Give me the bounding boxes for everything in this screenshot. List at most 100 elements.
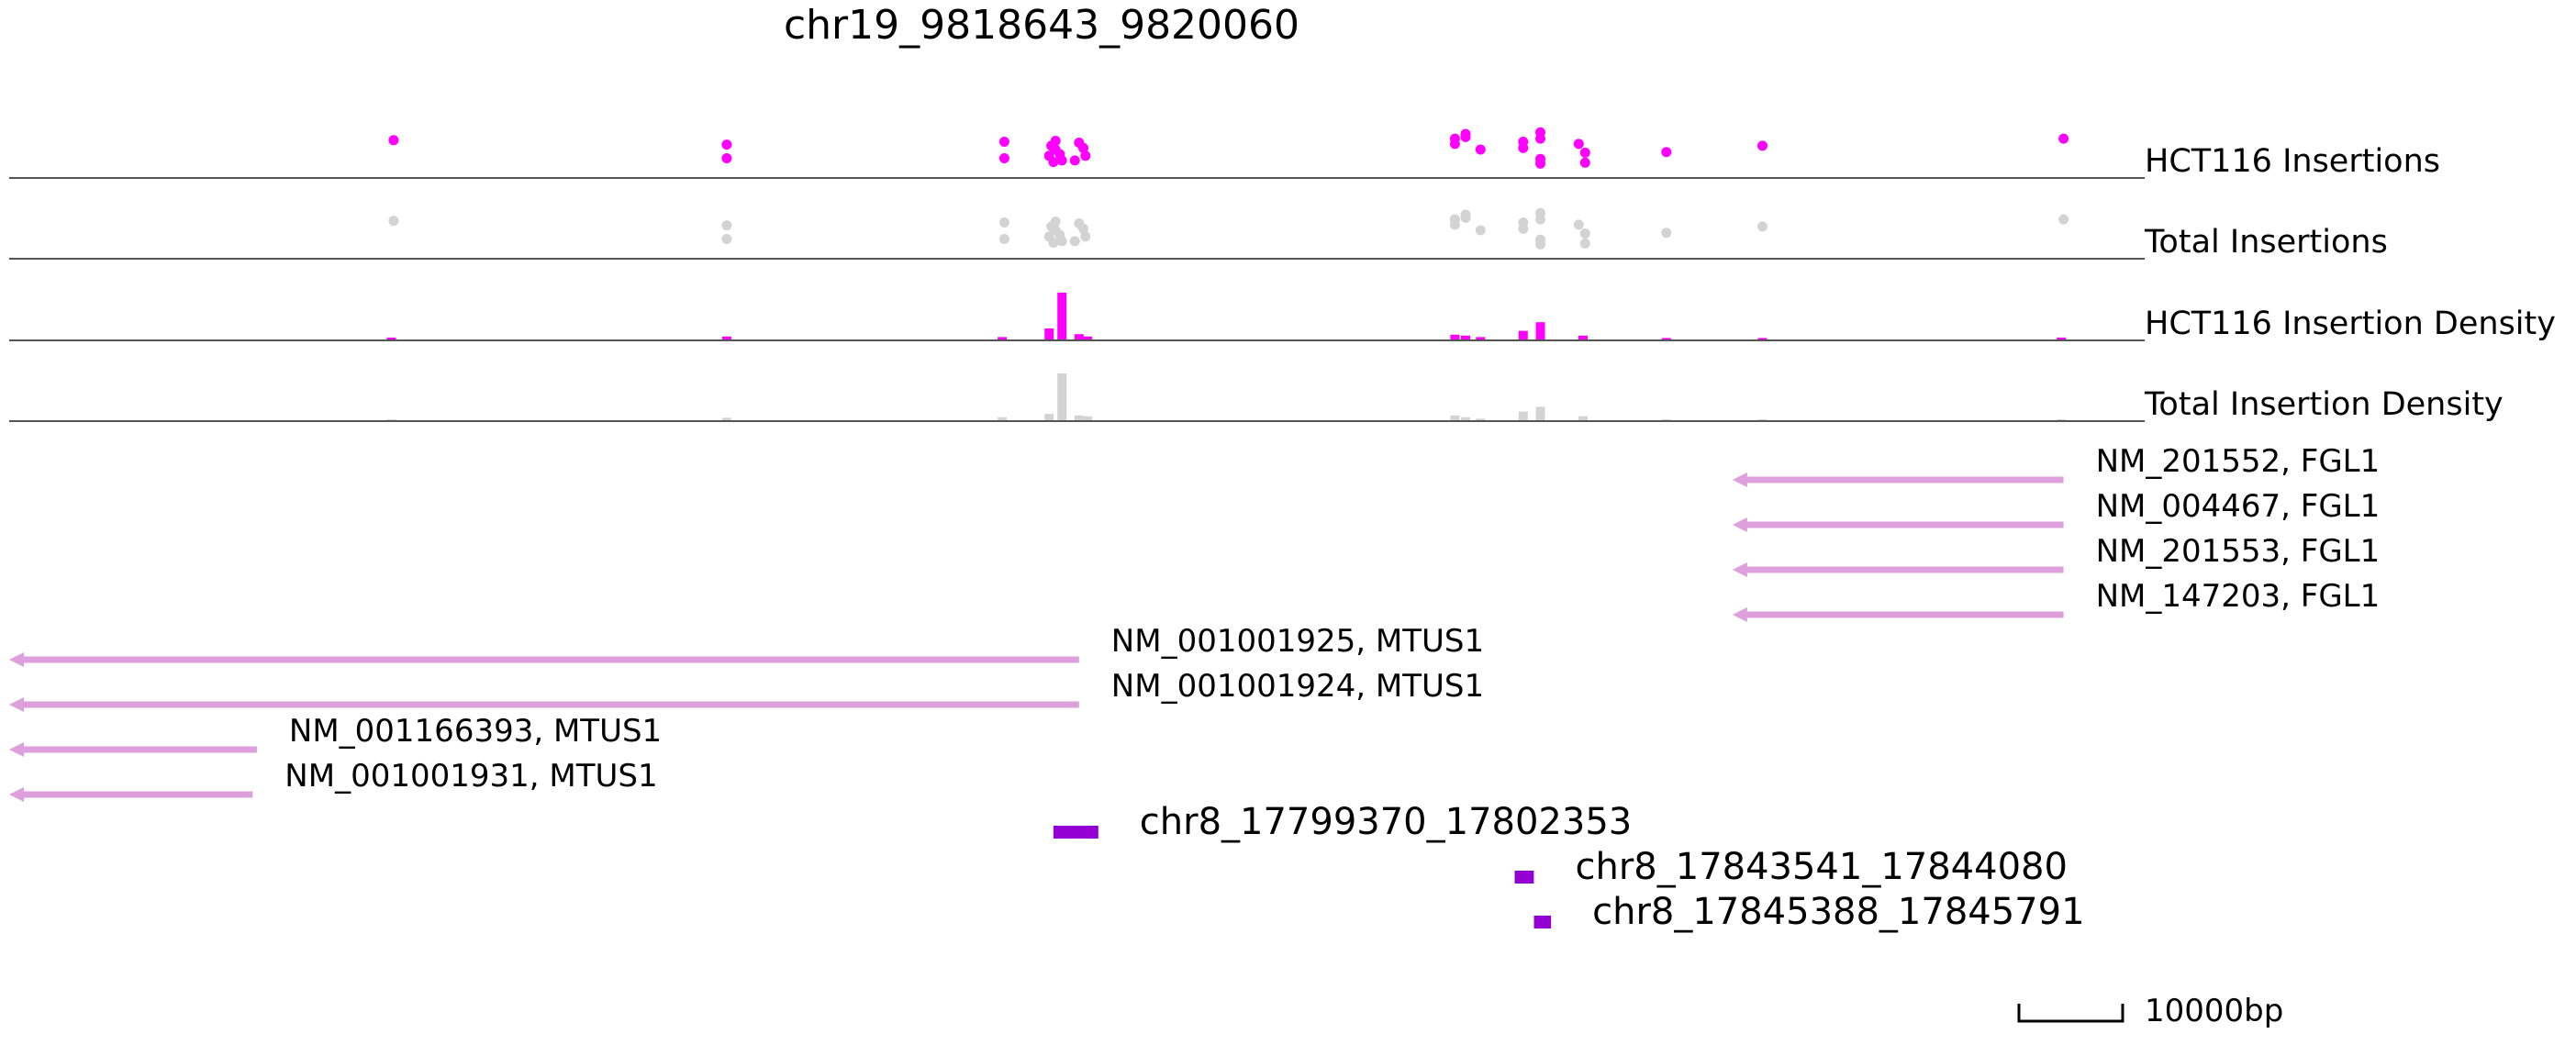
density-bar <box>1535 406 1545 421</box>
gene-3: NM_147203, FGL1 <box>1732 578 2381 622</box>
track-total-density: Total Insertion Density <box>9 373 2504 423</box>
insertion-point <box>1573 219 1584 230</box>
density-bar <box>1535 322 1545 340</box>
peak-block <box>1533 916 1552 928</box>
scale-bar: 10000bp <box>2017 993 2283 1029</box>
insertion-point <box>1579 147 1590 158</box>
track-label: HCT116 Insertion Density <box>2145 306 2556 342</box>
insertion-point <box>721 220 732 231</box>
insertion-point <box>1535 158 1545 169</box>
density-bar <box>721 336 731 340</box>
track-hct116-density: HCT116 Insertion Density <box>9 293 2556 342</box>
gene-0: NM_201552, FGL1 <box>1732 443 2381 487</box>
density-bar <box>1578 416 1588 421</box>
insertion-point <box>2058 133 2069 144</box>
insertion-point <box>721 139 732 150</box>
insertion-point <box>1078 142 1088 153</box>
track-label: Total Insertion Density <box>2144 386 2504 423</box>
density-bar <box>1083 336 1093 340</box>
density-bar <box>998 417 1008 421</box>
insertion-point <box>1048 238 1059 249</box>
gene-1: NM_004467, FGL1 <box>1732 488 2380 532</box>
density-bar <box>1461 417 1470 421</box>
density-bar <box>1518 330 1528 340</box>
insertion-point <box>1475 225 1486 236</box>
insertion-point <box>2058 214 2069 225</box>
insertion-point <box>1046 221 1057 232</box>
track-hct116-insertions: HCT116 Insertions <box>9 127 2440 180</box>
gene-annotations: NM_201552, FGL1 NM_004467, FGL1 NM_201553,… <box>9 443 2380 802</box>
gene-7: NM_001001931, MTUS1 <box>9 758 658 802</box>
density-bar <box>1044 328 1054 340</box>
peak-regions: chr8_17799370_17802353chr8_17843541_1784… <box>1053 801 2085 933</box>
strand-arrow <box>1732 517 1747 532</box>
scale-bar-line <box>2017 1004 2124 1023</box>
insertion-point <box>1579 238 1590 249</box>
density-bar <box>1757 338 1768 340</box>
insertion-point <box>1757 140 1768 151</box>
insertion-point <box>1579 157 1590 168</box>
insertion-point <box>998 153 1009 163</box>
density-bar <box>1476 418 1486 421</box>
gene-6: NM_001166393, MTUS1 <box>9 713 662 757</box>
strand-arrow <box>9 742 24 757</box>
gene-label: NM_001001925, MTUS1 <box>1111 623 1484 660</box>
insertion-point <box>1535 239 1545 250</box>
insertion-point <box>1535 214 1545 225</box>
peak-block <box>1514 871 1534 884</box>
insertion-point <box>1661 228 1672 239</box>
insertion-point <box>1460 128 1471 139</box>
strand-arrow <box>1732 472 1747 487</box>
density-bar <box>998 337 1008 340</box>
density-bar <box>1057 373 1067 421</box>
insertion-point <box>1573 139 1584 150</box>
gene-label: NM_001166393, MTUS1 <box>289 713 662 750</box>
insertion-point <box>1535 133 1545 144</box>
peak-label: chr8_17843541_17844080 <box>1576 846 2068 888</box>
insertion-point <box>1080 231 1091 242</box>
peak-label: chr8_17845388_17845791 <box>1592 891 2084 933</box>
insertion-point <box>998 217 1009 228</box>
insertion-point <box>721 153 732 163</box>
gene-label: NM_201552, FGL1 <box>2096 443 2381 480</box>
density-bar <box>1450 334 1460 340</box>
strand-arrow <box>9 787 24 802</box>
density-bar <box>1518 411 1528 421</box>
insertion-point <box>1661 147 1672 158</box>
gene-5: NM_001001924, MTUS1 <box>9 668 1484 712</box>
gene-label: NM_147203, FGL1 <box>2096 578 2381 615</box>
insertion-point <box>998 137 1009 147</box>
gene-2: NM_201553, FGL1 <box>1732 533 2381 577</box>
track-label: Total Insertions <box>2144 224 2388 261</box>
density-bar <box>1661 338 1671 340</box>
strand-arrow <box>1732 562 1747 577</box>
density-bar <box>2057 337 2067 340</box>
insertion-point <box>388 216 399 227</box>
figure-title: chr19_9818643_9820060 <box>784 2 1299 49</box>
strand-arrow <box>1732 607 1747 622</box>
gene-label: NM_001001931, MTUS1 <box>284 758 657 795</box>
density-bar <box>1057 293 1067 340</box>
peak-block <box>1053 826 1098 839</box>
peak-label: chr8_17799370_17802353 <box>1140 801 1632 843</box>
density-bar <box>386 337 396 340</box>
insertion-point <box>1069 236 1080 247</box>
insertion-point <box>1069 155 1080 166</box>
gene-4: NM_001001925, MTUS1 <box>9 623 1484 667</box>
density-bar <box>1578 335 1588 340</box>
insertion-point <box>1475 144 1486 155</box>
gene-label: NM_201553, FGL1 <box>2096 533 2381 570</box>
insertion-point <box>1460 209 1471 220</box>
insertion-point <box>1449 219 1460 230</box>
insertion-point <box>1046 140 1057 151</box>
strand-arrow <box>9 697 24 712</box>
track-total-insertions: Total Insertions <box>9 207 2388 261</box>
density-bar <box>1074 334 1084 340</box>
strand-arrow <box>9 652 24 667</box>
scale-bar-label: 10000bp <box>2145 993 2283 1029</box>
insertion-point <box>721 234 732 244</box>
density-bar <box>1083 416 1093 421</box>
density-bar <box>1476 337 1486 340</box>
insertion-point <box>1518 142 1529 153</box>
